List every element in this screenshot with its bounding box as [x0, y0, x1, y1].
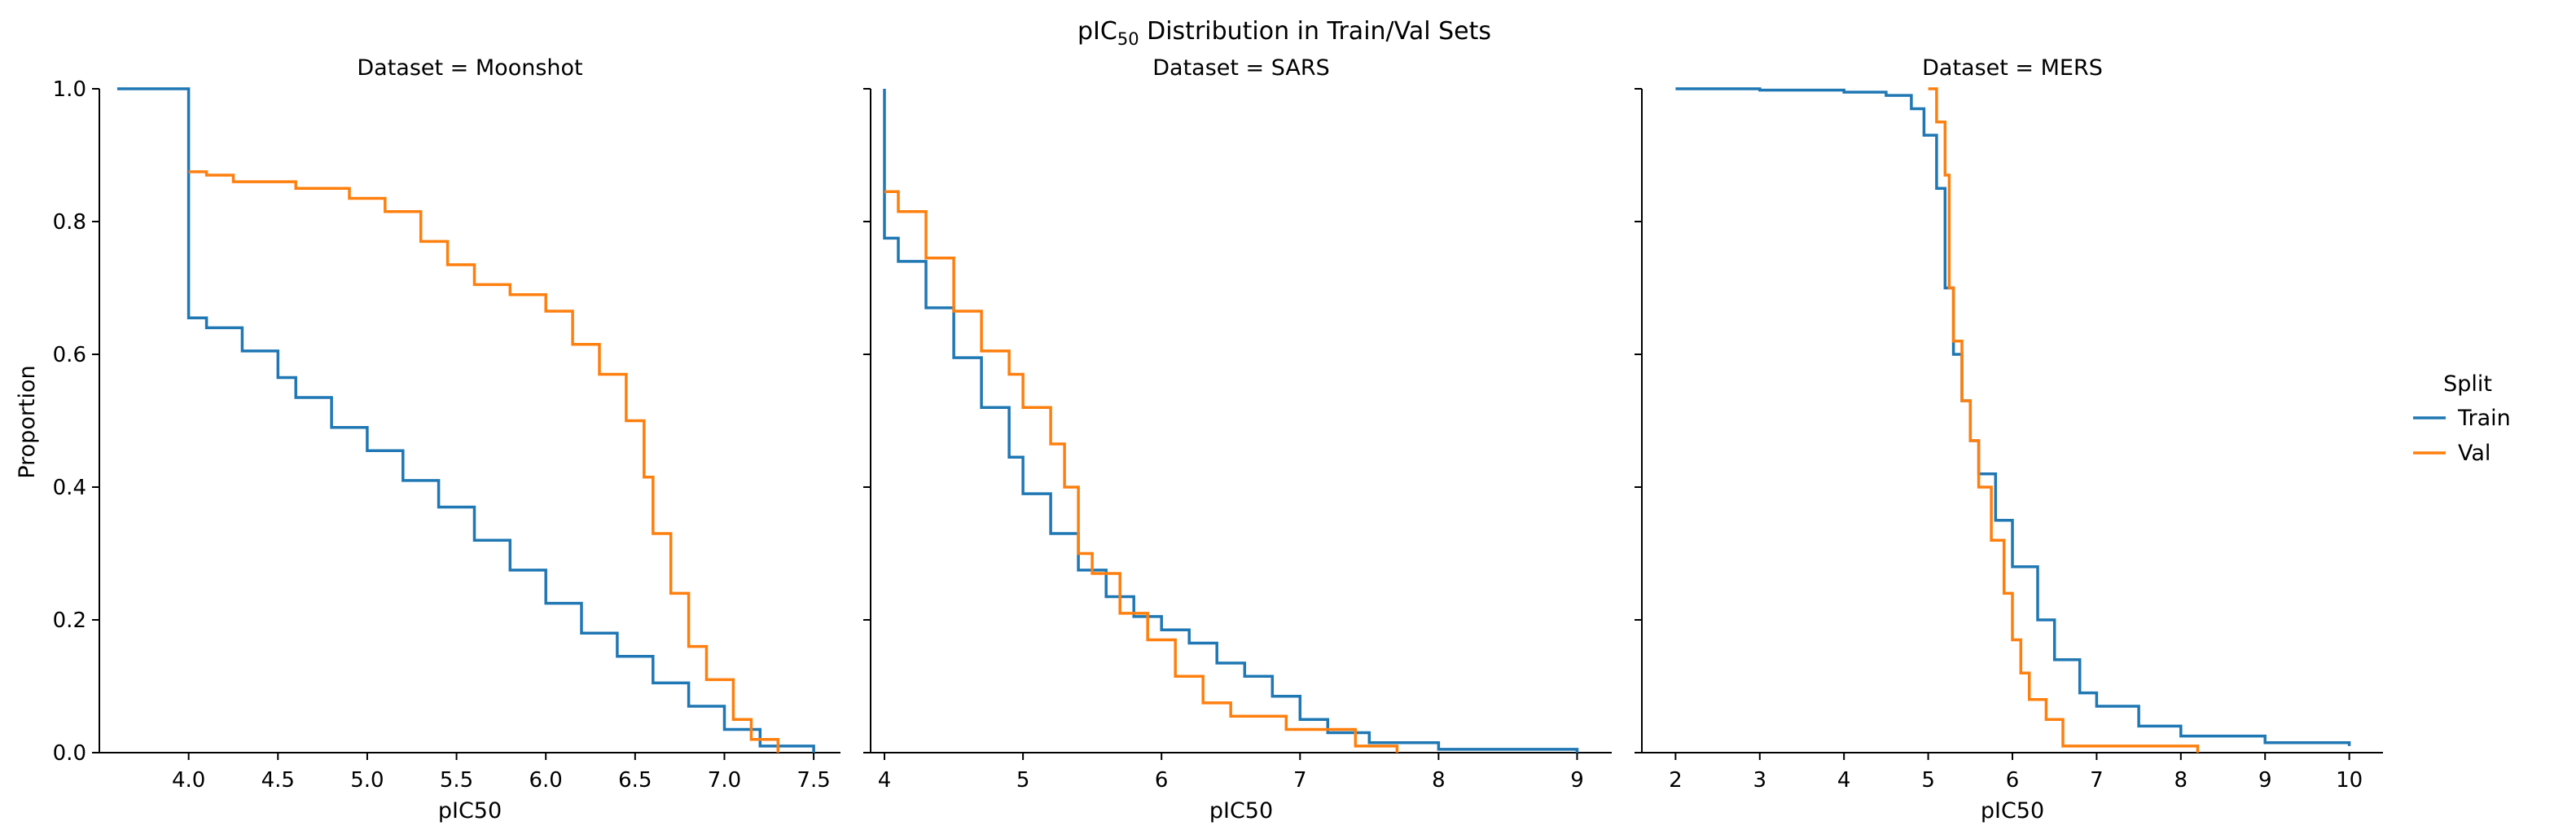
panel-2: Dataset = SARS 4 5 6 7 8 9 pIC50 [863, 55, 1612, 824]
x-tick-label: 7 [1293, 768, 1307, 793]
x-tick-label: 4.0 [172, 768, 205, 793]
figure-title-subscript: 50 [1117, 29, 1139, 49]
figure-title-text: pIC [1077, 17, 1117, 46]
series-line-val [188, 170, 780, 753]
x-tick-label: 6 [1155, 768, 1169, 793]
x-tick-label: 4 [1837, 768, 1851, 793]
panel-1: Dataset = Moonshot 0.0 0.2 0.4 0.6 0.8 1.0 4.0 4… [53, 55, 840, 824]
x-tick-label: 5 [1016, 768, 1030, 793]
x-tick-label: 9 [1570, 768, 1584, 793]
legend: Split Train Val [2413, 371, 2511, 466]
x-tick-label: 7 [2090, 768, 2104, 793]
series-line-train [883, 89, 1579, 753]
x-tick-label: 5.0 [350, 768, 384, 793]
x-tick-label: 9 [2258, 768, 2272, 793]
panels: Dataset = Moonshot 0.0 0.2 0.4 0.6 0.8 1.0 4.0 4… [53, 55, 2383, 824]
figure-title: pIC50 Distribution in Train/Val Sets [1077, 17, 1491, 49]
x-tick-label: 7.0 [708, 768, 741, 793]
x-tick-label: 7.5 [796, 768, 830, 793]
x-tick-label: 5 [1921, 768, 1935, 793]
legend-label-val: Val [2458, 441, 2490, 466]
y-tick-label: 0.4 [53, 476, 86, 500]
panel-title: Dataset = SARS [1152, 55, 1330, 81]
y-axis-label: Proportion [15, 365, 40, 478]
panel-3: Dataset = MERS 2 3 4 5 6 7 8 9 10 pIC50 [1635, 55, 2383, 824]
x-axis-label: pIC50 [1981, 798, 2044, 824]
x-tick-label: 8 [2174, 768, 2188, 793]
series-line-val [1928, 87, 2200, 753]
x-tick-label: 6.5 [618, 768, 652, 793]
y-tick-label: 1.0 [53, 77, 86, 102]
y-tick-label: 0.8 [53, 210, 86, 235]
y-tick-label: 0.0 [53, 741, 86, 766]
x-tick-label: 4 [878, 768, 892, 793]
legend-label-train: Train [2457, 406, 2511, 431]
x-tick-label: 8 [1432, 768, 1446, 793]
x-tick-label: 5.5 [440, 768, 473, 793]
x-tick-label: 10 [2336, 768, 2363, 793]
x-tick-label: 3 [1753, 768, 1766, 793]
x-axis-label: pIC50 [1209, 798, 1273, 824]
x-tick-label: 6 [2006, 768, 2020, 793]
y-tick-label: 0.2 [53, 608, 86, 633]
x-tick-label: 2 [1669, 768, 1683, 793]
legend-title: Split [2443, 371, 2492, 397]
x-axis-label: pIC50 [438, 798, 502, 824]
panel-title: Dataset = MERS [1922, 55, 2103, 81]
figure-title-rest: Distribution in Train/Val Sets [1139, 17, 1491, 46]
y-tick-label: 0.6 [53, 343, 86, 367]
x-tick-label: 4.5 [261, 768, 295, 793]
panel-title: Dataset = Moonshot [357, 55, 582, 81]
series-line-train [116, 87, 815, 753]
x-tick-label: 6.0 [529, 768, 563, 793]
series-line-val [884, 190, 1399, 753]
series-line-train [1675, 87, 2351, 746]
